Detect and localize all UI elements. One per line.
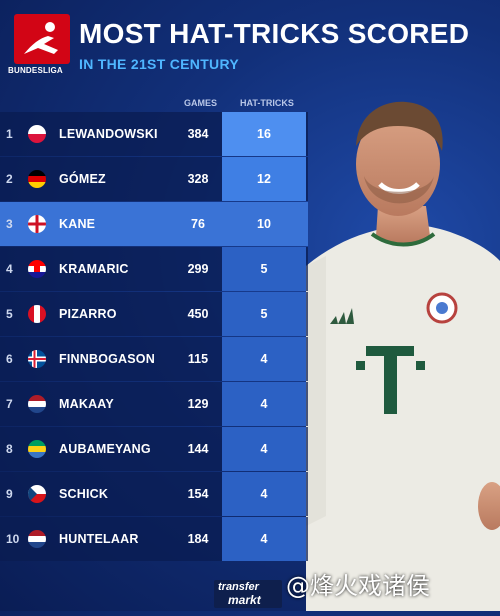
page-title: MOST HAT-TRICKS SCORED	[79, 18, 470, 49]
rank: 10	[6, 532, 20, 546]
hat-tricks-column-header: HAT-TRICKS	[240, 98, 294, 108]
hat-tricks-value: 4	[260, 532, 268, 546]
hat-tricks-cell: 12	[222, 157, 306, 201]
hat-tricks-cell: 4	[222, 427, 306, 471]
hat-tricks-value: 4	[260, 487, 268, 501]
games-value: 76	[191, 217, 205, 231]
transfermarkt-logo: transfer markt	[214, 580, 282, 608]
gabon-flag-icon	[28, 440, 46, 458]
hat-tricks-value: 4	[260, 352, 268, 366]
rank: 8	[6, 442, 13, 456]
games-value: 115	[187, 352, 209, 366]
page-subtitle: IN THE 21ST CENTURY	[79, 56, 239, 72]
hat-tricks-cell: 4	[222, 517, 306, 561]
player-name: KANE	[59, 217, 96, 231]
player-name: HUNTELAAR	[59, 532, 139, 546]
table-row-highlighted: 3 KANE 76 10	[0, 202, 308, 246]
england-flag-icon	[28, 215, 46, 233]
poland-flag-icon	[28, 125, 46, 143]
germany-flag-icon	[28, 170, 46, 188]
player-name: SCHICK	[59, 487, 109, 501]
player-name: MAKAAY	[59, 397, 114, 411]
hat-tricks-value: 5	[260, 307, 268, 321]
hat-tricks-cell: 5	[222, 292, 306, 336]
player-name: GÓMEZ	[59, 172, 106, 186]
hat-tricks-cell: 10	[222, 202, 306, 246]
rank: 1	[6, 127, 13, 141]
player-name: KRAMARIC	[59, 262, 129, 276]
peru-flag-icon	[28, 305, 46, 323]
hat-tricks-cell: 4	[222, 472, 306, 516]
hat-tricks-value: 5	[260, 262, 268, 276]
table-row: 9 SCHICK 154 4	[0, 472, 308, 516]
table-row: 7 MAKAAY 129 4	[0, 382, 308, 426]
leaderboard-table: 1 LEWANDOWSKI 384 16 2 GÓMEZ 328 12 3 KA…	[0, 112, 308, 562]
czechia-flag-icon	[28, 485, 46, 503]
games-value: 384	[187, 127, 209, 141]
bundesliga-logo	[14, 14, 70, 64]
hat-tricks-value: 4	[260, 397, 268, 411]
rank: 6	[6, 352, 13, 366]
logo-line-1: transfer	[218, 581, 259, 593]
hat-tricks-value: 4	[260, 442, 268, 456]
games-value: 450	[187, 307, 209, 321]
player-name: LEWANDOWSKI	[59, 127, 158, 141]
logo-line-2: markt	[228, 593, 261, 607]
games-column-header: GAMES	[184, 98, 218, 108]
hat-tricks-value: 12	[257, 172, 271, 186]
watermark-text: @烽火戏诸侯	[286, 572, 430, 600]
rank: 7	[6, 397, 13, 411]
hat-tricks-cell: 4	[222, 337, 306, 381]
hat-tricks-value: 16	[257, 127, 271, 141]
netherlands-flag-icon	[28, 395, 46, 413]
games-value: 299	[187, 262, 209, 276]
games-value: 184	[187, 532, 209, 546]
hat-tricks-cell: 5	[222, 247, 306, 291]
player-name: PIZARRO	[59, 307, 117, 321]
player-photo	[306, 96, 500, 611]
table-row: 10 HUNTELAAR 184 4	[0, 517, 308, 561]
table-row: 6 FINNBOGASON 115 4	[0, 337, 308, 381]
player-name: AUBAMEYANG	[59, 442, 151, 456]
rank: 2	[6, 172, 13, 186]
header: BUNDESLIGA MOST HAT-TRICKS SCORED IN THE…	[0, 0, 500, 88]
table-row: 4 KRAMARIC 299 5	[0, 247, 308, 291]
games-value: 129	[187, 397, 209, 411]
player-name: FINNBOGASON	[59, 352, 155, 366]
croatia-flag-icon	[28, 260, 46, 278]
games-value: 154	[187, 487, 209, 501]
table-row: 1 LEWANDOWSKI 384 16	[0, 112, 308, 156]
rank: 5	[6, 307, 13, 321]
table-row: 8 AUBAMEYANG 144 4	[0, 427, 308, 471]
table-row: 2 GÓMEZ 328 12	[0, 157, 308, 201]
rank: 3	[6, 217, 13, 231]
table-row: 5 PIZARRO 450 5	[0, 292, 308, 336]
hat-tricks-cell: 4	[222, 382, 306, 426]
iceland-flag-icon	[28, 350, 46, 368]
games-value: 144	[187, 442, 209, 456]
rank: 4	[6, 262, 13, 276]
games-value: 328	[187, 172, 209, 186]
hat-tricks-value: 10	[257, 217, 271, 231]
netherlands-flag-icon	[28, 530, 46, 548]
hat-tricks-cell: 16	[222, 112, 306, 156]
rank: 9	[6, 487, 13, 501]
logo-text: BUNDESLIGA	[8, 66, 63, 75]
